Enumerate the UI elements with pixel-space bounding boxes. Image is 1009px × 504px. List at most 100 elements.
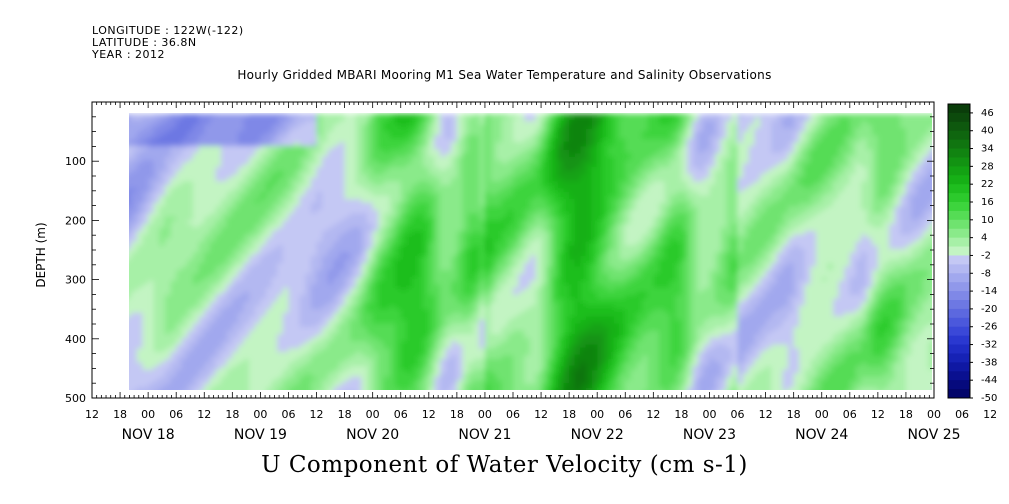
y-tick-label: 200 [65,214,86,227]
x-tick-label: 18 [450,408,464,421]
colorbar-label: 22 [981,179,994,190]
x-tick-label: 06 [618,408,632,421]
x-tick-label: 18 [113,408,127,421]
latitude-label: LATITUDE : 36.8N [92,36,197,49]
colorbar-swatch [948,148,970,158]
colorbar-label: -50 [981,393,997,404]
x-day-label: NOV 18 [122,427,175,443]
x-tick-label: 00 [366,408,380,421]
x-tick-label: 12 [759,408,773,421]
colorbar-swatch [948,264,970,274]
colorbar-swatch [948,335,970,346]
x-day-label: NOV 25 [907,427,960,443]
x-tick-label: 18 [338,408,352,421]
x-tick-label: 18 [562,408,576,421]
x-day-label: NOV 24 [795,427,848,443]
colorbar-label: -14 [981,286,997,297]
x-tick-label: 00 [478,408,492,421]
x-axis-label: U Component of Water Velocity (cm s-1) [261,452,748,478]
colorbar-swatch [948,380,970,390]
x-tick-label: 06 [506,408,520,421]
colorbar-label: 10 [981,215,994,226]
colorbar-swatch [948,121,970,132]
x-tick-label: 06 [169,408,183,421]
colorbar-label: 28 [981,161,994,172]
x-day-label: NOV 20 [346,427,399,443]
y-tick-label: 500 [65,392,86,405]
colorbar-swatch [948,104,970,114]
x-tick-label: 06 [955,408,969,421]
colorbar-swatch [948,184,970,194]
x-tick-label: 00 [590,408,604,421]
heatmap-field [129,113,932,390]
colorbar-swatch [948,273,970,283]
x-tick-label: 12 [422,408,436,421]
y-tick-label: 400 [65,333,86,346]
x-tick-label: 18 [787,408,801,421]
x-tick-label: 00 [141,408,155,421]
x-tick-label: 00 [815,408,829,421]
longitude-label: LONGITUDE : 122W(-122) [92,24,244,37]
x-tick-label: 18 [225,408,239,421]
x-day-label: NOV 21 [458,427,511,443]
x-day-label: NOV 19 [234,427,287,443]
colorbar-swatch [948,202,970,212]
x-tick-label: 00 [702,408,716,421]
x-day-label: NOV 22 [571,427,624,443]
colorbar-label: -38 [981,357,997,368]
colorbar-swatch [948,157,970,167]
colorbar-swatch [948,326,970,337]
colorbar-swatch [948,166,970,176]
colorbar-swatch [948,175,970,185]
colorbar-swatch [948,371,970,381]
colorbar-swatch [948,193,970,203]
y-tick-label: 100 [65,155,86,168]
colorbar-swatch [948,389,970,399]
x-tick-label: 12 [85,408,99,421]
colorbar-label: 46 [981,108,994,119]
colorbar-swatch [948,300,970,310]
colorbar-label: -20 [981,304,997,315]
colorbar: 46 40 34 28 22 16 10 4 -2 -8 -14 -20 -26 -32 -38 -44 -50 [947,103,997,404]
x-axis: 12 18 00 06 12 18 00 06 12 18 00 06 12 18 00 06 12 18 00 06… [85,102,997,443]
x-tick-label: 00 [927,408,941,421]
colorbar-label: -8 [981,268,991,279]
x-tick-label: 12 [310,408,324,421]
year-label: YEAR : 2012 [92,48,166,61]
colorbar-swatch [948,308,970,319]
x-tick-label: 06 [394,408,408,421]
x-tick-label: 06 [843,408,857,421]
colorbar-swatch [948,353,970,363]
y-axis-label: DEPTH (m) [34,222,48,287]
colorbar-swatch [948,282,970,292]
colorbar-swatch [948,317,970,328]
x-tick-label: 06 [281,408,295,421]
colorbar-label: 16 [981,197,994,208]
x-tick-label: 00 [253,408,267,421]
x-tick-label: 12 [983,408,997,421]
colorbar-label: 4 [981,233,987,244]
colorbar-swatch [948,246,970,256]
colorbar-swatch [948,362,970,372]
x-tick-label: 06 [731,408,745,421]
x-day-label: NOV 23 [683,427,736,443]
y-tick-label: 300 [65,274,86,287]
y-axis: 100 200 300 400 500 [65,101,934,405]
x-tick-label: 12 [534,408,548,421]
x-tick-label: 18 [899,408,913,421]
colorbar-label: 34 [981,144,994,155]
colorbar-swatch [948,228,970,239]
colorbar-swatch [948,210,970,221]
x-tick-label: 12 [646,408,660,421]
x-tick-label: 12 [197,408,211,421]
colorbar-swatch [948,139,970,150]
colorbar-swatch [948,130,970,141]
colorbar-label: 40 [981,126,994,137]
x-tick-label: 18 [674,408,688,421]
colorbar-swatch [948,237,970,248]
colorbar-swatch [948,291,970,301]
colorbar-label: -26 [981,322,997,333]
x-tick-label: 12 [871,408,885,421]
chart-title: Hourly Gridded MBARI Mooring M1 Sea Wate… [237,68,772,82]
